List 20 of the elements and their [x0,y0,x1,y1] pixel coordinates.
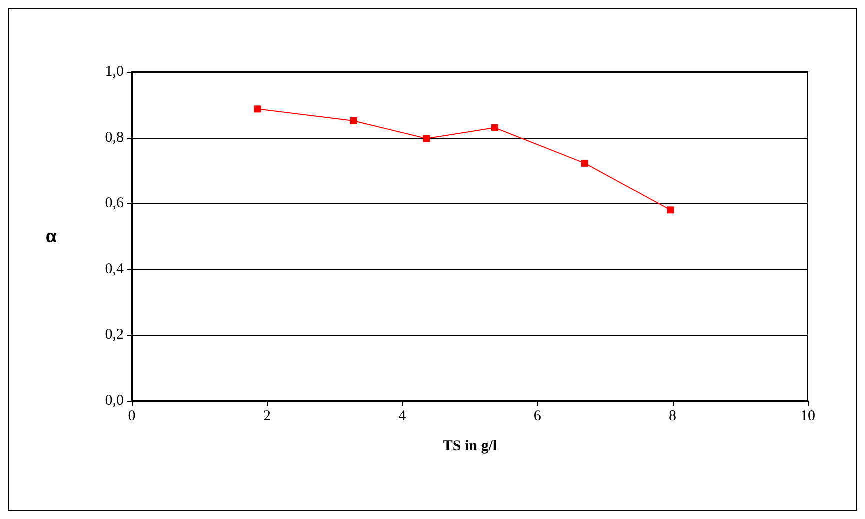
point [492,124,499,132]
point [667,206,674,214]
point [350,118,358,125]
y-tick-label: 0,4 [105,261,124,278]
x-tick-label: 4 [398,408,407,424]
point [254,106,262,113]
y-tick-label: 0,0 [105,393,124,409]
y-tick-label: 0,8 [105,130,124,146]
y-axis-title: α [46,226,57,246]
x-tick-label: 2 [263,408,271,424]
x-axis-title: TS in g/l [442,438,498,454]
x-tick-label: 0 [128,408,136,424]
x-tick-label: 6 [534,408,542,424]
y-tick-label: 0,2 [105,327,124,344]
x-tick-label: 10 [800,408,816,424]
y-tick-label: 1,0 [105,64,124,80]
x-tick-label: 8 [669,408,677,424]
point [581,160,588,167]
point [423,135,430,142]
y-tick-label: 0,6 [105,196,124,212]
